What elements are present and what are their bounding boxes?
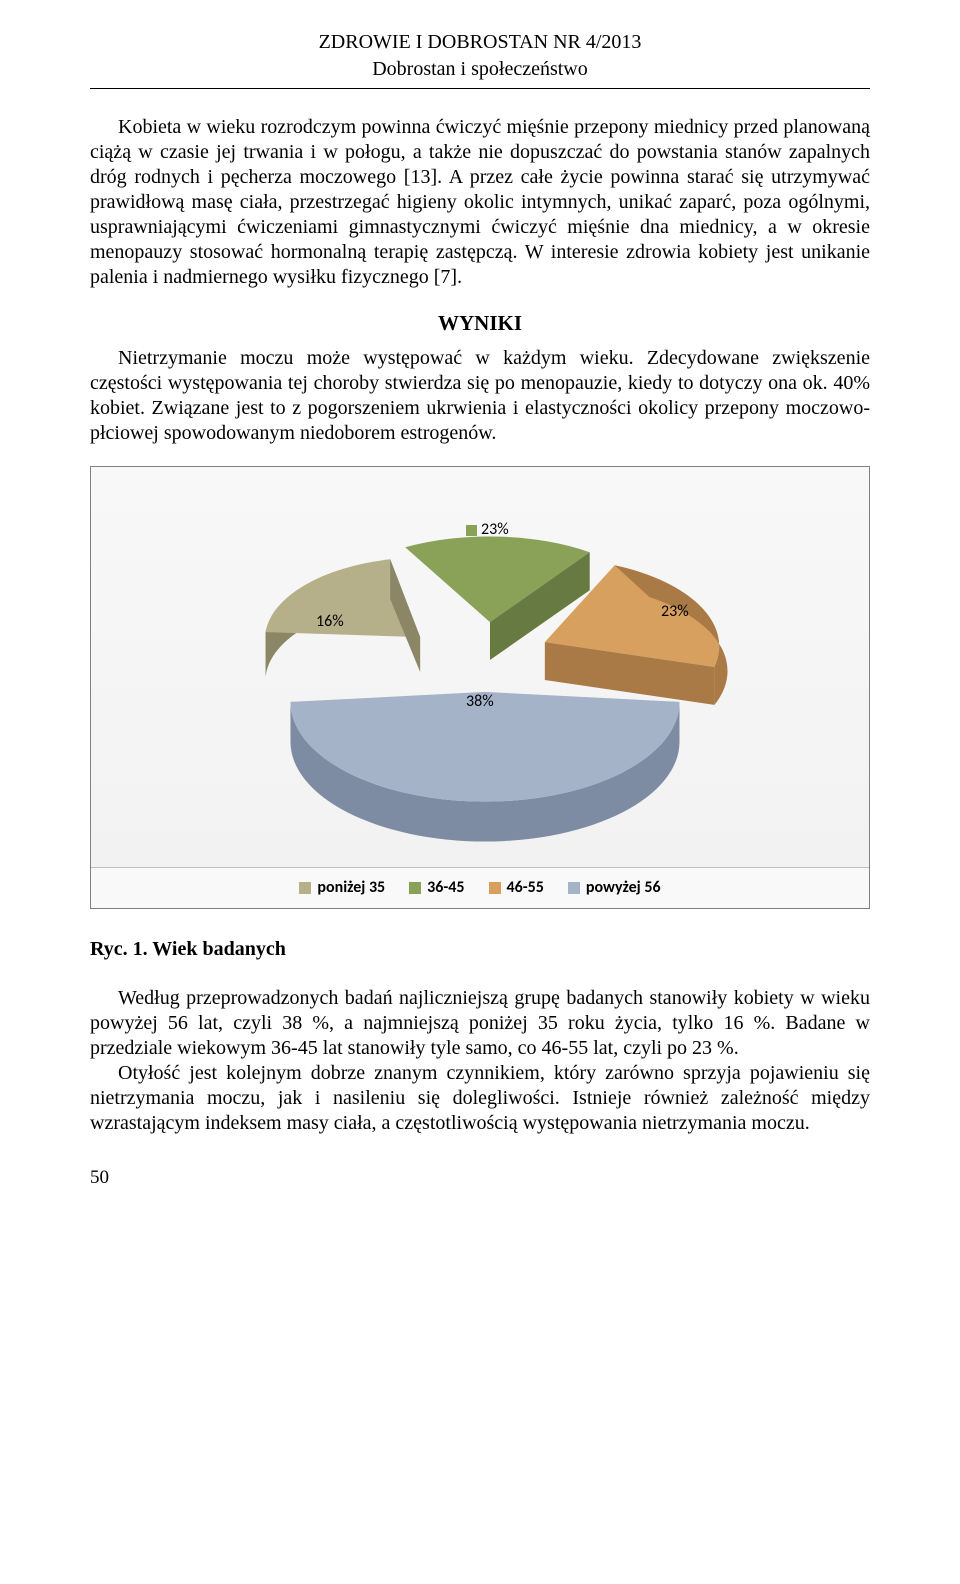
header-rule <box>90 88 870 89</box>
legend-swatch-icon <box>299 882 311 894</box>
legend-label: 36-45 <box>427 878 464 898</box>
legend-label: 46-55 <box>507 878 544 898</box>
chart-legend: poniżej 35 36-45 46-55 powyżej 56 <box>91 867 869 908</box>
slice-powyzej-56 <box>290 692 679 842</box>
datalabel-marker-icon <box>466 525 477 536</box>
legend-swatch-icon <box>568 882 580 894</box>
datalabel-16: 16% <box>301 612 344 632</box>
legend-item: poniżej 35 <box>299 878 385 898</box>
pie-chart-container: 16% 23% 23% 38% poniżej 35 36-45 46-55 <box>90 466 870 909</box>
journal-subheader: Dobrostan i społeczeństwo <box>90 57 870 82</box>
paragraph-1: Kobieta w wieku rozrodczym powinna ćwicz… <box>90 115 870 290</box>
legend-item: 46-55 <box>489 878 544 898</box>
datalabel-38: 38% <box>451 692 494 712</box>
legend-label: powyżej 56 <box>586 878 661 898</box>
datalabel-value: 23% <box>661 602 689 622</box>
legend-swatch-icon <box>409 882 421 894</box>
legend-label: poniżej 35 <box>317 878 385 898</box>
legend-swatch-icon <box>489 882 501 894</box>
datalabel-marker-icon <box>451 697 462 708</box>
figure-caption: Ryc. 1. Wiek badanych <box>90 937 870 962</box>
pie-chart: 16% 23% 23% 38% <box>91 467 869 867</box>
paragraph-4: Otyłość jest kolejnym dobrze znanym czyn… <box>90 1061 870 1136</box>
datalabel-marker-icon <box>646 607 657 618</box>
paragraph-2: Nietrzymanie moczu może występować w każ… <box>90 346 870 446</box>
datalabel-marker-icon <box>301 617 312 628</box>
paragraph-3: Według przeprowadzonych badań najlicznie… <box>90 986 870 1061</box>
journal-header: ZDROWIE I DOBROSTAN NR 4/2013 <box>90 30 870 55</box>
section-heading: WYNIKI <box>90 310 870 336</box>
datalabel-23b: 23% <box>646 602 689 622</box>
legend-item: 36-45 <box>409 878 464 898</box>
datalabel-23a: 23% <box>466 520 509 540</box>
datalabel-value: 38% <box>466 692 494 712</box>
datalabel-value: 23% <box>481 520 509 540</box>
datalabel-value: 16% <box>316 612 344 632</box>
page-number: 50 <box>90 1166 870 1190</box>
legend-item: powyżej 56 <box>568 878 661 898</box>
